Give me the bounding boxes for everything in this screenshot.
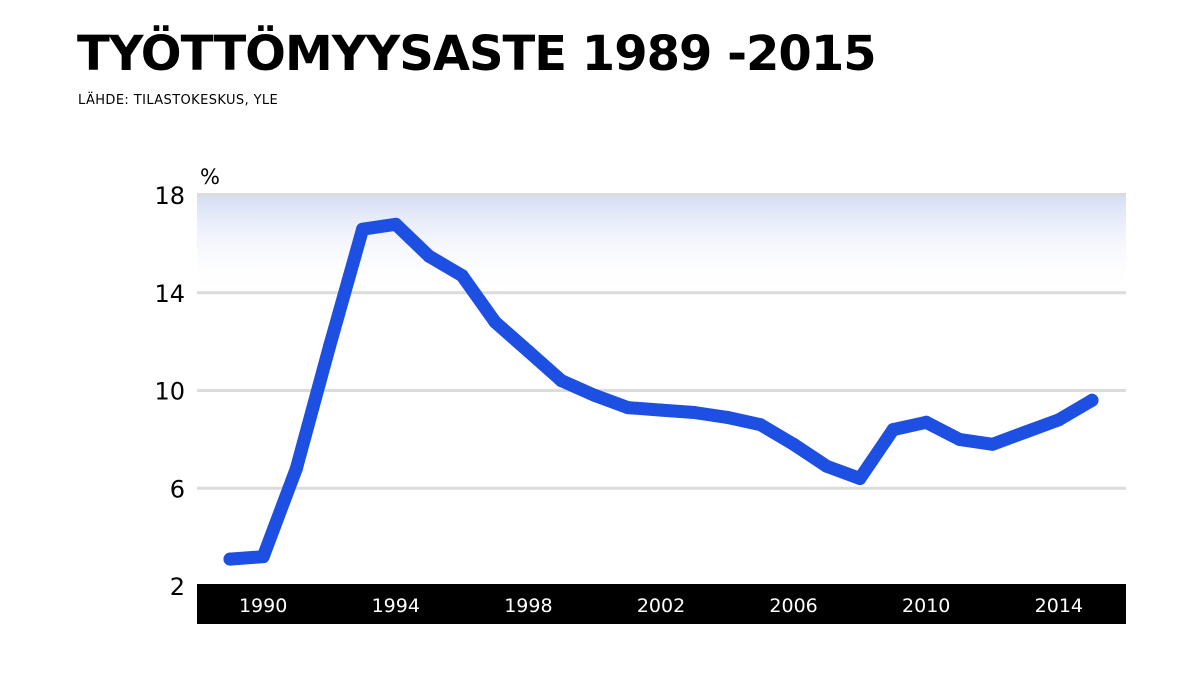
data-point [289, 462, 303, 476]
y-tick-label: 14 [154, 280, 185, 308]
x-tick-label: 2014 [1035, 595, 1083, 617]
data-point [223, 552, 237, 566]
data-point [455, 269, 469, 283]
x-tick-label: 2010 [902, 595, 950, 617]
data-point [389, 217, 403, 231]
data-point [654, 403, 668, 417]
data-point [919, 415, 933, 429]
data-point [1085, 393, 1099, 407]
y-tick-label: 2 [170, 573, 185, 601]
data-point [422, 249, 436, 263]
data-point [588, 388, 602, 402]
data-point [488, 315, 502, 329]
data-point [753, 418, 767, 432]
x-tick-label: 1998 [504, 595, 552, 617]
plot-top-shade [197, 193, 1126, 293]
y-axis-label: % [200, 165, 220, 189]
data-point [687, 405, 701, 419]
data-point [521, 344, 535, 358]
y-tick-label: 6 [170, 475, 185, 503]
chart-source: LÄHDE: TILASTOKESKUS, YLE [78, 93, 279, 108]
x-tick-label: 1994 [372, 595, 420, 617]
y-tick-label: 10 [154, 378, 185, 406]
data-point [322, 340, 336, 354]
data-point [853, 471, 867, 485]
x-tick-label: 2006 [769, 595, 817, 617]
data-point [986, 437, 1000, 451]
data-point [886, 423, 900, 437]
data-point [787, 437, 801, 451]
data-point [820, 459, 834, 473]
gridlines [197, 193, 1126, 490]
data-point [356, 222, 370, 236]
x-axis: 1990 1994 1998 2002 2006 2010 2014 [239, 595, 1083, 617]
data-point [952, 432, 966, 446]
x-tick-label: 2002 [637, 595, 685, 617]
x-axis-band [197, 584, 1126, 624]
data-point [720, 410, 734, 424]
y-axis: 2 6 10 14 18 [154, 182, 185, 601]
data-point [1019, 425, 1033, 439]
data-point [621, 401, 635, 415]
x-tick-label: 1990 [239, 595, 287, 617]
data-point [1052, 413, 1066, 427]
chart-title: TYÖTTÖMYYSASTE 1989 -2015 [77, 26, 877, 82]
y-tick-label: 18 [154, 182, 185, 210]
data-point [256, 550, 270, 564]
data-point [555, 374, 569, 388]
series-layer [223, 217, 1099, 566]
